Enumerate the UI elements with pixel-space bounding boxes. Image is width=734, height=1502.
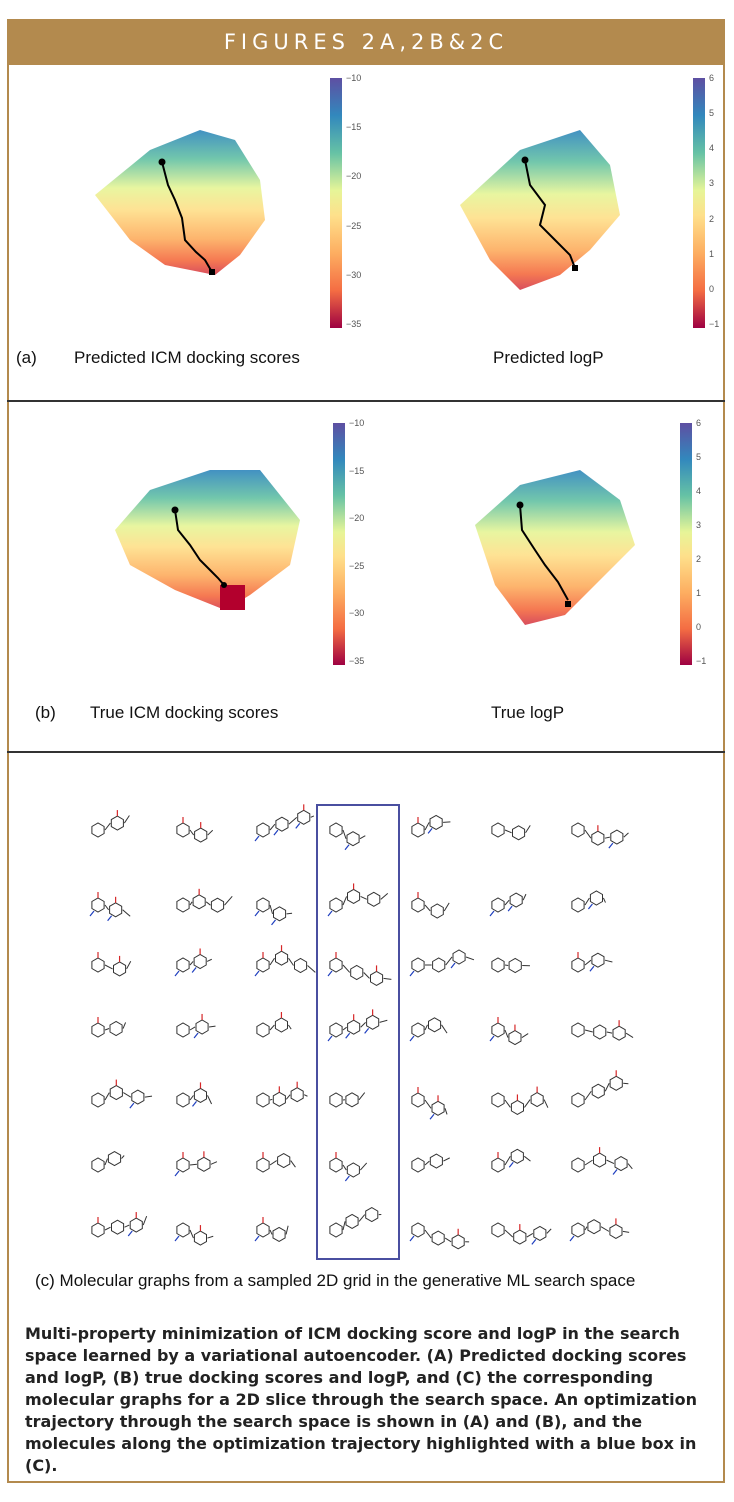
colorbar-tick-label: −15 [346, 122, 362, 133]
colorbar-tick-label: 6 [696, 418, 702, 428]
molecule-graph [176, 888, 233, 913]
molecule-graph [571, 1020, 634, 1041]
colorbar-tick-label: −10 [346, 73, 362, 83]
molecule-graph [174, 1151, 218, 1177]
molecule-graph [409, 1222, 470, 1250]
colorbar-tick-label: −25 [349, 560, 365, 571]
divider-a-b [7, 400, 725, 402]
molecule-graph [411, 1153, 450, 1173]
colorbar-tick-label: −20 [346, 171, 362, 182]
molecule-graph [489, 892, 527, 917]
panel-b-label: (b) [35, 703, 56, 722]
colorbar-tick-label: 3 [696, 520, 702, 530]
molecule-graph [491, 822, 531, 841]
molecule-graph [91, 1017, 127, 1038]
colorbar-tick-label: −20 [349, 513, 365, 524]
molecule-graph [254, 945, 316, 977]
molecule-graph [254, 897, 293, 926]
colorbar-tick-label: −1 [709, 319, 720, 329]
molecule-graph [491, 1148, 531, 1173]
colorbar-b-right [680, 423, 692, 665]
molecule-graph [327, 883, 389, 917]
colorbar-tick-label: 0 [709, 283, 715, 294]
figure-caption: Multi-property minimization of ICM docki… [25, 1324, 698, 1475]
molecule-graph [329, 1207, 382, 1238]
molecule-graph [571, 1147, 633, 1175]
colorbar-tick-label: −35 [349, 656, 365, 666]
molecule-graph [329, 822, 366, 851]
figure-header: FIGURES 2A,2B&2C [7, 19, 725, 65]
molecule-graph [409, 1017, 448, 1042]
molecule-graph [174, 948, 212, 977]
molecule-graph [411, 1087, 448, 1120]
molecule-graph [256, 1012, 292, 1038]
colorbar-a-left [330, 78, 342, 328]
molecule-graph [327, 1009, 388, 1042]
molecule-graph [91, 1151, 125, 1173]
molecule-graph [176, 817, 214, 843]
colorbar-tick-label: 4 [696, 486, 702, 496]
molecule-graph [491, 1086, 549, 1115]
molecule-graph [571, 952, 613, 973]
colorbar-tick-label: 3 [709, 178, 715, 189]
colorbar-tick-label: 1 [696, 588, 702, 598]
surface-b-left [115, 470, 300, 610]
panel-b-right-title: True logP [491, 703, 565, 722]
colorbar-tick-label: 6 [709, 73, 715, 83]
colorbar-tick-label: −30 [349, 608, 365, 619]
surface-a-left [95, 130, 265, 275]
molecule-graph [569, 1218, 630, 1242]
molecule-graph [256, 1152, 296, 1173]
molecule-graph [327, 952, 392, 986]
colorbar-tick-label: −25 [346, 220, 362, 231]
colorbar-tick-label: 5 [696, 452, 702, 462]
molecule-graph [176, 1082, 213, 1108]
molecule-grid [89, 804, 634, 1250]
molecule-graph [254, 1217, 289, 1242]
molecule-graph [91, 1079, 153, 1109]
molecule-graph [491, 957, 530, 974]
molecule-graph [411, 892, 450, 919]
colorbar-tick-label: −15 [349, 465, 365, 476]
molecule-graph [409, 949, 475, 977]
molecule-graph [329, 1092, 366, 1108]
surface-b-right [475, 470, 635, 625]
molecule-graph [571, 890, 606, 913]
colorbar-tick-label: −30 [346, 269, 362, 280]
divider-b-c [7, 751, 725, 753]
colorbar-tick-label: 0 [696, 622, 702, 632]
molecule-graph [571, 1070, 629, 1108]
panel-c-caption: (c) Molecular graphs from a sampled 2D g… [35, 1271, 636, 1290]
molecule-graph [91, 952, 132, 977]
molecule-graph [329, 1152, 368, 1182]
molecule-graph [571, 822, 629, 849]
colorbar-tick-label: 4 [709, 143, 715, 154]
molecule-graph [256, 1081, 308, 1108]
colorbar-a-right [693, 78, 705, 328]
trajectory-highlight-box [316, 804, 400, 1260]
panel-a-left-title: Predicted ICM docking scores [74, 348, 300, 367]
colorbar-tick-label: 1 [709, 248, 715, 259]
panel-a-label: (a) [16, 348, 37, 367]
molecule-graph [176, 1013, 216, 1039]
surface-a-right [460, 130, 620, 290]
colorbar-tick-label: 5 [709, 108, 715, 119]
molecule-graph [489, 1017, 529, 1046]
panel-a-right-title: Predicted logP [493, 348, 604, 367]
colorbar-tick-label: −35 [346, 319, 362, 329]
molecule-graph [411, 814, 451, 838]
colorbar-tick-label: 2 [696, 554, 702, 564]
molecule-graph [254, 804, 315, 842]
molecule-graph [89, 892, 131, 922]
colorbar-tick-label: 2 [709, 213, 715, 224]
molecule-graph [491, 1222, 552, 1245]
colorbar-tick-label: −10 [349, 418, 365, 428]
panel-b-left-title: True ICM docking scores [90, 703, 279, 722]
molecule-graph [91, 1212, 148, 1238]
molecule-graph [91, 810, 130, 838]
colorbar-tick-label: −1 [696, 656, 707, 666]
colorbar-b-left [333, 423, 345, 665]
molecule-graph [174, 1222, 214, 1246]
